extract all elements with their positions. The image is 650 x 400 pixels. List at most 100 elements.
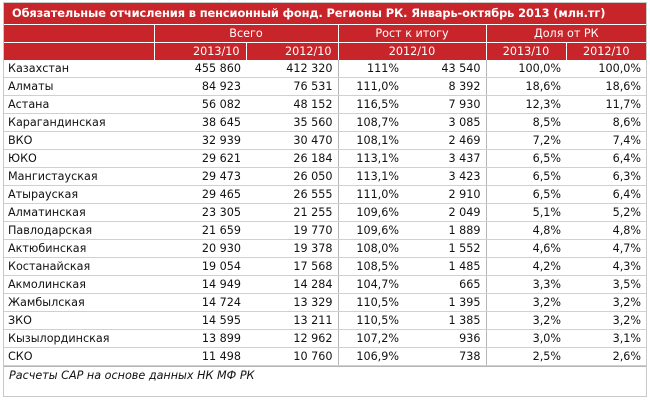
table-row: Мангистауская 29 473 26 050 113,1% 3 423 6,5%… <box>4 167 646 186</box>
growth-pct-cell: 111,0% <box>338 185 404 204</box>
share-2012-cell: 3,2% <box>566 293 646 312</box>
total-2013-cell: 84 923 <box>154 77 246 96</box>
total-2012-cell: 30 470 <box>246 131 339 150</box>
total-2012-cell: 26 050 <box>246 167 339 186</box>
growth-abs-cell: 3 085 <box>404 113 487 132</box>
share-2012-cell: 6,4% <box>566 185 646 204</box>
growth-abs-cell: 665 <box>404 275 487 294</box>
share-2013-cell: 6,5% <box>486 149 567 168</box>
growth-abs-cell: 8 392 <box>404 77 487 96</box>
total-2012-cell: 19 770 <box>246 221 339 240</box>
share-2013-cell: 3,2% <box>486 311 567 330</box>
table-row: Актюбинская 20 930 19 378 108,0% 1 552 4,6% 4,… <box>4 239 646 258</box>
total-2012-cell: 412 320 <box>246 60 339 78</box>
region-cell: Павлодарская <box>4 221 154 240</box>
total-2013-cell: 13 899 <box>154 329 246 348</box>
region-cell: ЮКО <box>4 149 154 168</box>
region-cell: ВКО <box>4 131 154 150</box>
table-row: Карагандинская 38 645 35 560 108,7% 3 085 8,5… <box>4 113 646 132</box>
growth-abs-cell: 2 910 <box>404 185 487 204</box>
share-2012-cell: 100,0% <box>566 60 646 78</box>
growth-abs-cell: 1 889 <box>404 221 487 240</box>
total-2013-cell: 38 645 <box>154 113 246 132</box>
total-2013-cell: 32 939 <box>154 131 246 150</box>
region-cell: Акмолинская <box>4 275 154 294</box>
total-2012-cell: 26 555 <box>246 185 339 204</box>
total-2012-cell: 19 378 <box>246 239 339 258</box>
total-2013-cell: 23 305 <box>154 203 246 222</box>
share-2013-cell: 3,3% <box>486 275 567 294</box>
share-2012-cell: 6,3% <box>566 167 646 186</box>
share-2013-cell: 8,5% <box>486 113 567 132</box>
table-row: ЗКО 14 595 13 211 110,5% 1 385 3,2% 3,2% <box>4 311 646 330</box>
total-2013-cell: 56 082 <box>154 95 246 114</box>
share-2012-cell: 6,4% <box>566 149 646 168</box>
header-empty-cell <box>4 42 155 60</box>
table-row: СКО 11 498 10 760 106,9% 738 2,5% 2,6% <box>4 347 646 366</box>
growth-pct-cell: 108,7% <box>338 113 404 132</box>
growth-pct-cell: 113,1% <box>338 149 404 168</box>
total-2012-cell: 76 531 <box>246 77 339 96</box>
share-2012-cell: 3,5% <box>566 275 646 294</box>
header-growth-year: 2012/10 <box>338 42 487 60</box>
growth-abs-cell: 1 552 <box>404 239 487 258</box>
source-footnote: Расчеты CAP на основе данных НК МФ РК <box>4 366 646 385</box>
table-row: Алматинская 23 305 21 255 109,6% 2 049 5,1% 5,… <box>4 203 646 222</box>
total-2013-cell: 21 659 <box>154 221 246 240</box>
table-title: Обязательные отчисления в пенсионный фон… <box>4 3 646 24</box>
table-row: Павлодарская 21 659 19 770 109,6% 1 889 4,8% 4… <box>4 221 646 240</box>
header-share-2012: 2012/10 <box>566 42 646 60</box>
share-2013-cell: 4,2% <box>486 257 567 276</box>
total-2012-cell: 13 329 <box>246 293 339 312</box>
total-2012-cell: 10 760 <box>246 347 339 366</box>
share-2013-cell: 18,6% <box>486 77 567 96</box>
total-2013-cell: 14 949 <box>154 275 246 294</box>
table-row: Кызылординская 13 899 12 962 107,2% 936 3,0% 3… <box>4 329 646 348</box>
header-share: Доля от РК <box>486 24 646 43</box>
growth-pct-cell: 110,5% <box>338 311 404 330</box>
table-row: Астана 56 082 48 152 116,5% 7 930 12,3% 11,7% <box>4 95 646 114</box>
growth-abs-cell: 7 930 <box>404 95 487 114</box>
growth-abs-cell: 2 049 <box>404 203 487 222</box>
growth-pct-cell: 110,5% <box>338 293 404 312</box>
header-growth: Рост к итогу <box>338 24 487 43</box>
region-cell: Алматинская <box>4 203 154 222</box>
region-cell: Алматы <box>4 77 154 96</box>
growth-abs-cell: 3 437 <box>404 149 487 168</box>
region-cell: Астана <box>4 95 154 114</box>
growth-abs-cell: 738 <box>404 347 487 366</box>
header-empty-cell <box>4 24 155 43</box>
region-cell: Кызылординская <box>4 329 154 348</box>
share-2012-cell: 3,2% <box>566 311 646 330</box>
table-row: Жамбылская 14 724 13 329 110,5% 1 395 3,2% 3,2… <box>4 293 646 312</box>
share-2013-cell: 12,3% <box>486 95 567 114</box>
share-2013-cell: 100,0% <box>486 60 567 78</box>
share-2012-cell: 11,7% <box>566 95 646 114</box>
growth-pct-cell: 108,0% <box>338 239 404 258</box>
total-2013-cell: 20 930 <box>154 239 246 258</box>
header-share-2013: 2013/10 <box>486 42 567 60</box>
total-2012-cell: 17 568 <box>246 257 339 276</box>
growth-pct-cell: 107,2% <box>338 329 404 348</box>
region-cell: Актюбинская <box>4 239 154 258</box>
total-2012-cell: 12 962 <box>246 329 339 348</box>
growth-pct-cell: 104,7% <box>338 275 404 294</box>
total-2013-cell: 11 498 <box>154 347 246 366</box>
share-2013-cell: 3,2% <box>486 293 567 312</box>
region-cell: Костанайская <box>4 257 154 276</box>
share-2012-cell: 7,4% <box>566 131 646 150</box>
growth-pct-cell: 108,1% <box>338 131 404 150</box>
growth-pct-cell: 106,9% <box>338 347 404 366</box>
share-2012-cell: 8,6% <box>566 113 646 132</box>
growth-pct-cell: 108,5% <box>338 257 404 276</box>
total-2013-cell: 29 621 <box>154 149 246 168</box>
region-cell: Казахстан <box>4 60 154 78</box>
share-2012-cell: 4,3% <box>566 257 646 276</box>
total-2012-cell: 35 560 <box>246 113 339 132</box>
header-total: Всего <box>154 24 339 43</box>
total-2012-cell: 21 255 <box>246 203 339 222</box>
share-2013-cell: 2,5% <box>486 347 567 366</box>
growth-pct-cell: 113,1% <box>338 167 404 186</box>
share-2012-cell: 4,8% <box>566 221 646 240</box>
share-2013-cell: 4,6% <box>486 239 567 258</box>
